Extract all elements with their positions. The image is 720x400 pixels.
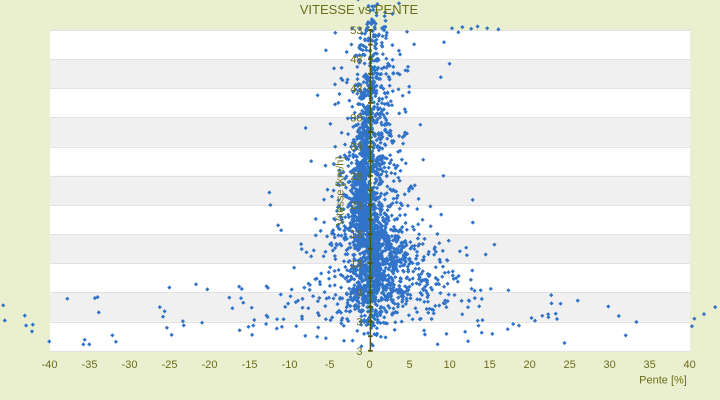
svg-text:53: 53 bbox=[350, 25, 362, 37]
svg-text:-5: -5 bbox=[325, 359, 335, 371]
svg-text:28: 28 bbox=[350, 171, 362, 183]
svg-text:VITESSE vs PENTE: VITESSE vs PENTE bbox=[300, 2, 419, 17]
svg-text:-20: -20 bbox=[202, 359, 218, 371]
svg-text:5: 5 bbox=[407, 359, 413, 371]
svg-text:-30: -30 bbox=[122, 359, 138, 371]
svg-text:3: 3 bbox=[356, 346, 362, 358]
svg-text:-35: -35 bbox=[82, 359, 98, 371]
svg-text:15: 15 bbox=[483, 359, 495, 371]
svg-text:48: 48 bbox=[350, 54, 362, 66]
svg-text:8: 8 bbox=[356, 288, 362, 300]
svg-text:33: 33 bbox=[350, 142, 362, 154]
svg-text:10: 10 bbox=[443, 359, 455, 371]
svg-text:-40: -40 bbox=[42, 359, 58, 371]
svg-text:43: 43 bbox=[350, 83, 362, 95]
svg-text:20: 20 bbox=[523, 359, 535, 371]
svg-text:3: 3 bbox=[356, 317, 362, 329]
svg-text:-25: -25 bbox=[162, 359, 178, 371]
svg-text:25: 25 bbox=[563, 359, 575, 371]
svg-text:13: 13 bbox=[350, 258, 362, 270]
svg-text:30: 30 bbox=[603, 359, 615, 371]
svg-text:-10: -10 bbox=[282, 359, 298, 371]
svg-text:0: 0 bbox=[367, 359, 373, 371]
svg-text:35: 35 bbox=[643, 359, 655, 371]
svg-text:23: 23 bbox=[350, 200, 362, 212]
svg-text:Pente [%]: Pente [%] bbox=[639, 375, 687, 387]
svg-text:38: 38 bbox=[350, 113, 362, 125]
svg-text:40: 40 bbox=[683, 359, 695, 371]
svg-text:Vitesse [km/h]: Vitesse [km/h] bbox=[335, 157, 347, 226]
svg-text:18: 18 bbox=[350, 229, 362, 241]
svg-text:-15: -15 bbox=[242, 359, 258, 371]
